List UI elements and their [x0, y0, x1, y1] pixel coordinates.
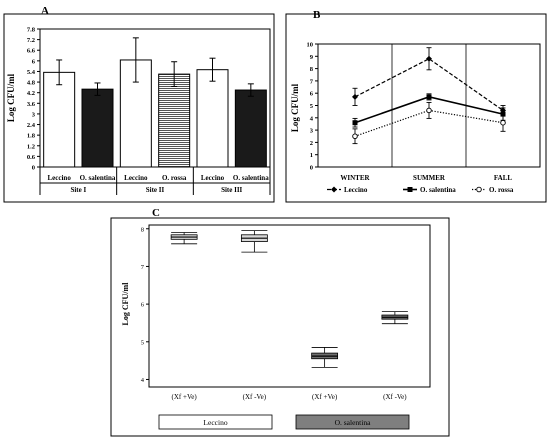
- y-tick-label: 8: [141, 226, 144, 233]
- panel-label-c: C: [152, 207, 160, 219]
- legend-label: O. rossa: [489, 186, 514, 194]
- data-point: [426, 94, 432, 100]
- data-point: [352, 133, 358, 139]
- series-line: [354, 109, 504, 137]
- y-tick-label: 3.6: [27, 101, 36, 108]
- data-point: [352, 120, 358, 126]
- legend-label: O. salentina: [420, 186, 456, 194]
- legend-marker: [331, 186, 337, 193]
- y-tick-label: 7: [310, 78, 314, 85]
- category-label: O. rossa: [162, 174, 187, 182]
- y-tick-label: 7.8: [27, 27, 36, 34]
- bar: [43, 71, 76, 168]
- y-tick-label: 0: [32, 165, 35, 172]
- panel-label-a: A: [41, 5, 49, 17]
- y-tick-label: 6: [32, 58, 36, 65]
- panel-label-b: B: [313, 9, 321, 21]
- data-point: [426, 107, 432, 114]
- y-tick-label: 0.6: [27, 154, 36, 161]
- y-tick-label: 4: [141, 377, 145, 384]
- group-label: Site I: [70, 186, 86, 194]
- y-tick-label: 1: [310, 152, 313, 159]
- panel-c-frame: [110, 217, 450, 437]
- category-label: (Xf +Ve): [312, 393, 338, 401]
- legend-label: Leccino: [344, 186, 368, 194]
- group-label: Site III: [221, 186, 242, 194]
- legend-swatch: [158, 414, 273, 430]
- category-label: (Xf -Ve): [383, 393, 407, 401]
- category-label: Leccino: [201, 174, 225, 182]
- panel-a-frame: [3, 13, 275, 203]
- bar: [196, 69, 229, 168]
- data-point: [426, 55, 432, 62]
- series-line: [354, 58, 504, 111]
- y-tick-label: 1.2: [27, 143, 35, 150]
- category-label: (Xf -Ve): [243, 393, 267, 401]
- y-tick-label: 2: [310, 140, 313, 147]
- data-point: [352, 93, 358, 100]
- panel-b-frame: [285, 13, 547, 203]
- y-tick-label: 1.8: [27, 133, 36, 140]
- y-tick-label: 4.2: [27, 90, 35, 97]
- category-label: FALL: [494, 174, 512, 182]
- y-tick-label: 3: [32, 111, 36, 118]
- y-tick-label: 10: [307, 42, 314, 49]
- y-tick-label: 6: [141, 302, 145, 309]
- y-tick-label: 7.2: [27, 37, 35, 44]
- panel-a-ylabel: Log CFU/ml: [6, 73, 16, 122]
- y-tick-label: 5.4: [27, 69, 36, 76]
- legend-marker: [476, 186, 482, 193]
- category-label: SUMMER: [413, 174, 446, 182]
- bar: [81, 88, 114, 168]
- y-tick-label: 5: [141, 339, 144, 346]
- y-tick-label: 4: [310, 115, 314, 122]
- category-label: (Xf +Ve): [172, 393, 198, 401]
- y-tick-label: 8: [310, 66, 314, 73]
- y-tick-label: 0: [310, 165, 313, 172]
- y-tick-label: 5: [310, 103, 314, 110]
- category-label: Leccino: [48, 174, 72, 182]
- legend-marker: [407, 187, 413, 192]
- bar: [158, 73, 191, 168]
- legend-swatch: [295, 414, 410, 430]
- panel-a-plot-area: [39, 28, 271, 168]
- category-label: O. salentina: [233, 174, 269, 182]
- panel-c-chart: 4 5 6 7 8 (Xf +Ve) (Xf -Ve) (Xf +Ve) (Xf -Ve) Lec…: [141, 224, 431, 430]
- y-tick-label: 9: [310, 54, 314, 61]
- category-label: Leccino: [124, 174, 148, 182]
- y-tick-label: 4.8: [27, 80, 36, 87]
- y-tick-label: 6: [310, 91, 314, 98]
- legend-label: Leccino: [203, 418, 227, 427]
- group-label: Site II: [146, 186, 165, 194]
- bar: [234, 89, 267, 168]
- y-tick-label: 6.6: [27, 48, 36, 55]
- data-point: [500, 119, 506, 126]
- panel-b-chart: 0 1 2 3 4 5 6 7 8 9 10 WINTER SUMMER FALL Leccino O. sa…: [307, 42, 541, 194]
- legend-label: O. salentina: [335, 418, 371, 427]
- panel-a-chart: 0 0.6 1.2 1.8 2.4 3 3.6 4.2 4.8 5.4 6 6.6 7.2 7.8 Lecc…: [27, 27, 271, 195]
- y-tick-label: 3: [310, 128, 314, 135]
- y-tick-label: 2.4: [27, 122, 36, 129]
- panel-c-ylabel: Log CFU/ml: [121, 282, 130, 326]
- panel-c-plot-area: [148, 224, 431, 388]
- y-tick-label: 7: [141, 264, 145, 271]
- category-label: O. salentina: [80, 174, 116, 182]
- panel-b-ylabel: Log CFU/ml: [290, 83, 300, 132]
- category-label: WINTER: [340, 174, 370, 182]
